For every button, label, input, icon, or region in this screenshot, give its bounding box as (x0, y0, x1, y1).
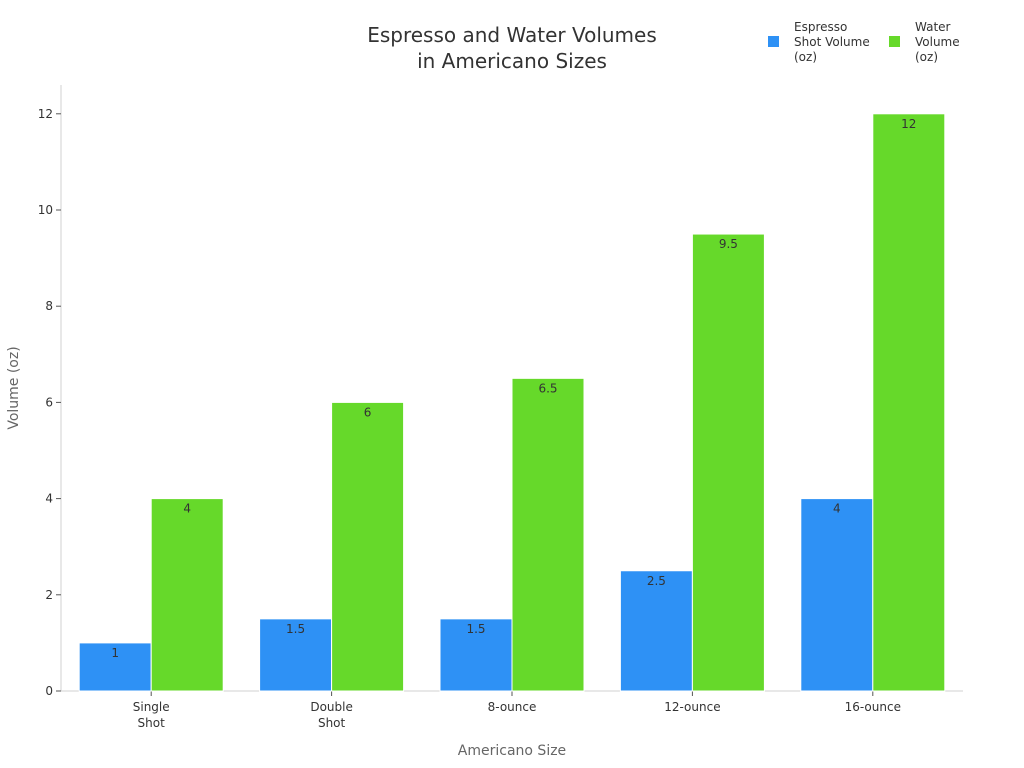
y-tick-label: 2 (45, 588, 53, 602)
chart-title: Espresso and Water Volumes in Americano … (367, 23, 657, 73)
x-axis-title: Americano Size (458, 743, 566, 759)
water-bar (150, 498, 224, 692)
y-tick-label: 4 (45, 492, 53, 506)
legend-label: Espresso Shot Volume (oz) (794, 20, 870, 64)
espresso-bar (78, 642, 152, 692)
y-tick-label: 10 (38, 203, 53, 217)
water-bar (331, 401, 405, 692)
x-tick-label: Double Shot (310, 700, 353, 730)
y-axis-title: Volume (oz) (6, 346, 22, 429)
espresso-bar (800, 498, 874, 692)
y-tick-label: 8 (45, 299, 53, 313)
x-tick-label: 8-ounce (488, 700, 537, 714)
y-tick-label: 0 (45, 684, 53, 698)
espresso-bar (259, 618, 333, 692)
legend-item-water: Water Volume (oz) (889, 20, 960, 64)
legend: Espresso Shot Volume (oz) Water Volume (oz) (768, 20, 960, 64)
water-value-label: 6 (364, 405, 372, 419)
espresso-value-label: 1.5 (466, 622, 485, 636)
espresso-value-label: 1 (111, 646, 119, 660)
data-labels: 1 4 1.5 6 1.5 6.5 2.5 9.5 4 12 (111, 117, 916, 660)
water-bar (511, 377, 585, 692)
water-bar (872, 113, 946, 692)
legend-label: Water Volume (oz) (915, 20, 960, 64)
water-bar (691, 233, 765, 692)
water-value-label: 6.5 (538, 381, 557, 395)
axes: 0 2 4 6 8 10 12 Single Shot Double Shot 8-ounce 12-o… (38, 84, 963, 730)
water-value-label: 12 (901, 117, 916, 131)
espresso-value-label: 4 (833, 502, 841, 516)
espresso-value-label: 2.5 (647, 574, 666, 588)
x-tick-label: 12-ounce (664, 700, 720, 714)
espresso-value-label: 1.5 (286, 622, 305, 636)
espresso-bar (439, 618, 513, 692)
y-tick-label: 6 (45, 395, 53, 409)
x-tick-label: 16-ounce (845, 700, 901, 714)
espresso-bar (619, 570, 693, 692)
water-value-label: 4 (183, 502, 191, 516)
chart-title-line-1: Espresso and Water Volumes (367, 23, 657, 47)
legend-swatch (889, 36, 900, 47)
legend-item-espresso: Espresso Shot Volume (oz) (768, 20, 870, 64)
chart-title-line-2: in Americano Sizes (417, 49, 607, 73)
bars (78, 113, 946, 692)
legend-swatch (768, 36, 779, 47)
x-tick-label: Single Shot (133, 700, 170, 730)
y-tick-label: 12 (38, 107, 53, 121)
water-value-label: 9.5 (719, 237, 738, 251)
